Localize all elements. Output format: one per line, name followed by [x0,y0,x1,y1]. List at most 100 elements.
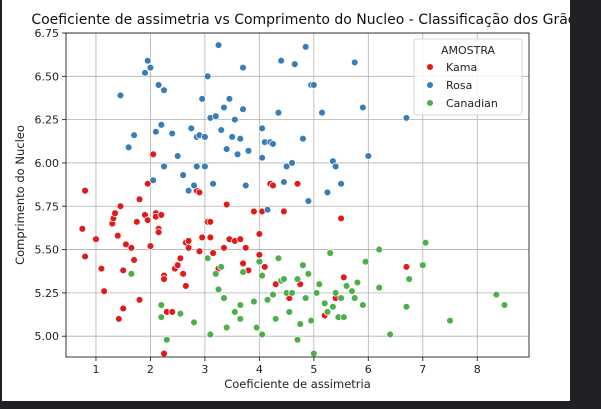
point-kama [160,275,168,283]
point-kama [92,235,100,243]
point-kama [184,244,193,252]
point-kama [176,254,185,262]
point-canadian [255,257,264,266]
point-canadian [326,249,334,257]
point-rosa [239,63,247,72]
point-canadian [323,308,332,316]
y-tick-label: 5.25 [35,287,60,300]
point-rosa [274,108,283,117]
point-rosa [299,134,307,143]
point-rosa [258,153,266,162]
point-rosa [323,188,332,197]
point-kama [269,181,277,190]
y-tick-label: 6.75 [35,27,60,40]
point-rosa [288,159,296,167]
point-canadian [269,290,277,299]
point-rosa [277,56,285,65]
point-canadian [307,316,315,325]
point-kama [143,179,152,188]
y-tick-label: 5.00 [35,330,60,343]
point-kama [242,244,250,252]
point-rosa [179,171,187,179]
point-canadian [350,294,359,302]
point-kama [402,263,411,271]
point-rosa [203,72,212,81]
point-kama [255,230,264,238]
point-rosa [244,147,253,155]
point-canadian [340,313,348,321]
point-rosa [269,140,277,148]
chart-figure: Coeficiente de assimetria vs Comprimento… [2,0,570,401]
y-tick-label: 6.25 [35,114,60,127]
point-canadian [236,315,245,323]
point-rosa [222,145,231,153]
legend-label-kama: Kama [446,61,477,74]
point-rosa [141,69,149,77]
point-canadian [263,296,272,304]
point-kama [173,261,182,269]
point-kama [127,244,136,252]
point-rosa [318,108,326,117]
point-canadian [375,245,383,254]
point-kama [198,233,206,242]
x-axis-title: Coeficiente de assimetria [224,377,371,391]
point-rosa [359,103,367,112]
point-kama [184,237,193,245]
x-tick-label: 5 [310,363,317,376]
point-canadian [285,308,294,316]
y-tick-label: 5.75 [35,200,60,213]
legend-title: AMOSTRA [441,44,496,57]
point-canadian [203,254,212,262]
y-tick-label: 6.50 [35,70,60,83]
y-tick-label: 6.00 [35,157,60,170]
point-kama [81,186,89,195]
plot-frame [65,32,530,358]
chart-title: Coeficiente de assimetria vs Comprimento… [31,12,570,28]
point-rosa [337,179,345,188]
point-kama [340,273,348,282]
point-kama [81,252,89,261]
point-rosa [130,131,138,139]
point-canadian [163,335,171,344]
point-kama [195,247,204,256]
point-rosa [225,95,234,103]
point-canadian [206,330,215,339]
point-kama [195,188,204,197]
point-rosa [192,162,201,171]
point-rosa [301,43,310,51]
point-canadian [157,301,166,309]
point-canadian [236,301,245,309]
point-rosa [263,205,272,214]
point-rosa [280,178,288,186]
point-rosa [160,86,168,94]
point-rosa [291,60,299,68]
point-rosa [231,115,239,124]
point-rosa [190,181,198,190]
point-rosa [209,179,217,188]
point-kama [222,200,231,209]
point-canadian [405,275,413,283]
point-canadian [402,303,411,311]
point-kama [146,242,155,250]
scatter-chart: Coeficiente de assimetria vs Comprimento… [13,12,570,391]
point-canadian [421,238,430,247]
point-rosa [187,124,196,133]
point-rosa [233,150,242,159]
point-canadian [176,309,185,318]
point-canadian [348,287,356,295]
point-kama [160,349,168,358]
point-canadian [315,280,324,288]
point-canadian [492,290,501,299]
point-kama [157,211,166,219]
point-rosa [331,162,340,171]
point-kama [250,207,258,216]
legend-marker-canadian [426,99,434,107]
point-kama [133,218,141,226]
point-rosa [173,152,182,160]
point-rosa [220,103,228,112]
point-kama [206,233,215,242]
point-kama [255,251,264,259]
point-rosa [198,95,206,103]
x-tick-label: 6 [365,363,372,376]
x-tick-label: 3 [201,363,208,376]
